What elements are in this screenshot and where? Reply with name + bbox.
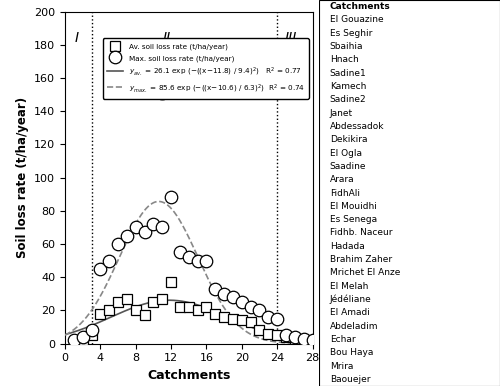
Text: El Gouazine: El Gouazine: [330, 15, 384, 24]
Text: Echar: Echar: [330, 335, 355, 344]
Text: Es Seghir: Es Seghir: [330, 29, 372, 38]
Text: Fidhb. Naceur: Fidhb. Naceur: [330, 229, 392, 237]
Text: FidhAli: FidhAli: [330, 188, 360, 198]
Text: I: I: [74, 32, 78, 46]
Text: Sbaihia: Sbaihia: [330, 42, 364, 51]
Text: Sadine2: Sadine2: [330, 95, 366, 104]
Text: Brahim Zaher: Brahim Zaher: [330, 255, 392, 264]
Text: Sadine1: Sadine1: [330, 69, 366, 78]
Text: Bou Haya: Bou Haya: [330, 348, 373, 357]
Text: El Amadi: El Amadi: [330, 308, 370, 317]
Y-axis label: Soil loss rate (t/ha/year): Soil loss rate (t/ha/year): [16, 97, 28, 258]
Text: Kamech: Kamech: [330, 82, 366, 91]
Text: Abdessadok: Abdessadok: [330, 122, 384, 131]
Text: El Ogla: El Ogla: [330, 149, 362, 157]
Text: Catchments: Catchments: [330, 2, 390, 11]
Text: Abdeladim: Abdeladim: [330, 322, 378, 330]
Legend: Av. soil loss rate (t/ha/year), Max. soil loss rate (t/ha/year), $y_{av.}$ = 26.: Av. soil loss rate (t/ha/year), Max. soi…: [102, 39, 309, 99]
Text: El Melah: El Melah: [330, 282, 368, 291]
Text: Mrira: Mrira: [330, 362, 353, 371]
Text: El Mouidhi: El Mouidhi: [330, 202, 376, 211]
Text: II: II: [162, 32, 171, 46]
Text: III: III: [284, 32, 296, 46]
Text: Baouejer: Baouejer: [330, 375, 370, 384]
Text: Arara: Arara: [330, 175, 354, 184]
X-axis label: Catchments: Catchments: [147, 369, 230, 382]
Text: Mrichet El Anze: Mrichet El Anze: [330, 268, 400, 278]
Text: Es Senega: Es Senega: [330, 215, 377, 224]
Text: Hadada: Hadada: [330, 242, 364, 251]
Text: Janet: Janet: [330, 108, 353, 118]
Text: Saadine: Saadine: [330, 162, 366, 171]
Text: Dekikira: Dekikira: [330, 135, 368, 144]
Text: Hnach: Hnach: [330, 56, 358, 64]
Text: Jédéliane: Jédéliane: [330, 295, 372, 304]
